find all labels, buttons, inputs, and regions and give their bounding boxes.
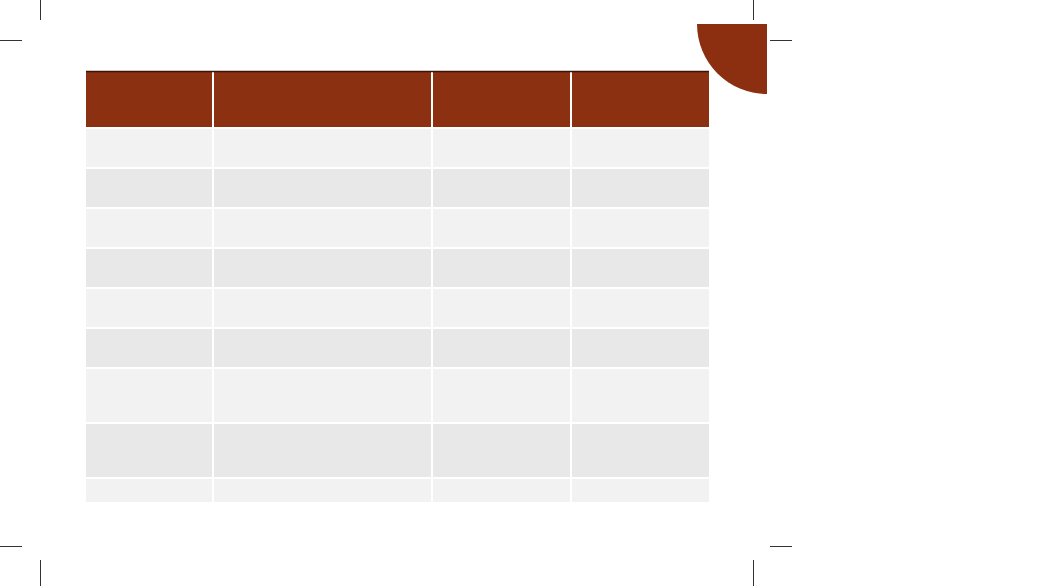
header-cell xyxy=(214,71,431,127)
corner-decoration xyxy=(697,24,767,94)
cell xyxy=(433,329,570,367)
crop-marks xyxy=(0,0,792,586)
cell xyxy=(433,289,570,327)
cell xyxy=(433,129,570,167)
cell xyxy=(86,129,212,167)
header-cell xyxy=(572,71,709,127)
cell xyxy=(572,129,709,167)
cell xyxy=(214,329,431,367)
header-cell xyxy=(86,71,212,127)
cell xyxy=(214,289,431,327)
cell xyxy=(214,369,431,422)
cell xyxy=(433,249,570,287)
cell xyxy=(433,369,570,422)
cell xyxy=(433,209,570,247)
cell xyxy=(86,169,212,207)
header-cell xyxy=(433,71,570,127)
cell xyxy=(86,479,212,502)
cell xyxy=(86,209,212,247)
cell xyxy=(86,249,212,287)
cell xyxy=(572,479,709,502)
cell xyxy=(86,329,212,367)
cell xyxy=(572,369,709,422)
cell xyxy=(572,289,709,327)
cell xyxy=(214,209,431,247)
cell xyxy=(572,424,709,477)
cell xyxy=(86,424,212,477)
table xyxy=(86,70,709,502)
cell xyxy=(214,249,431,287)
cell xyxy=(572,209,709,247)
cell xyxy=(214,169,431,207)
cell xyxy=(572,329,709,367)
cell xyxy=(433,424,570,477)
cell xyxy=(214,479,431,502)
cell xyxy=(214,129,431,167)
cell xyxy=(572,169,709,207)
cell xyxy=(86,369,212,422)
cell xyxy=(86,289,212,327)
cell xyxy=(433,169,570,207)
cell xyxy=(572,249,709,287)
cell xyxy=(433,479,570,502)
cell xyxy=(214,424,431,477)
